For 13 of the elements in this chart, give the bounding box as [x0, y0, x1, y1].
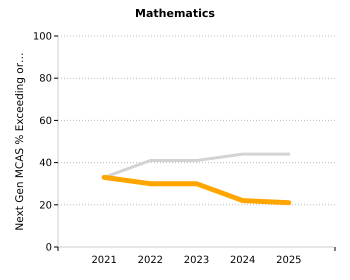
y-tick-label: 0 [46, 242, 52, 254]
chart-title: Mathematics [135, 7, 216, 20]
x-tick-label: 2023 [184, 255, 210, 266]
y-axis-title: Next Gen MCAS % Exceeding or… [14, 52, 26, 231]
y-tick-label: 40 [39, 158, 52, 170]
x-tick-label: 2022 [138, 255, 164, 266]
x-tick-label: 2021 [91, 255, 117, 266]
y-tick-label: 20 [39, 200, 52, 212]
x-tick-label: 2025 [276, 255, 302, 266]
y-tick-label: 60 [39, 116, 52, 127]
y-tick-label: 100 [32, 32, 52, 42]
x-tick-label: 2024 [230, 255, 256, 266]
y-tick-label: 80 [39, 74, 52, 85]
